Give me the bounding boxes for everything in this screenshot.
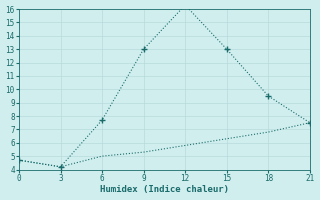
X-axis label: Humidex (Indice chaleur): Humidex (Indice chaleur): [100, 185, 229, 194]
